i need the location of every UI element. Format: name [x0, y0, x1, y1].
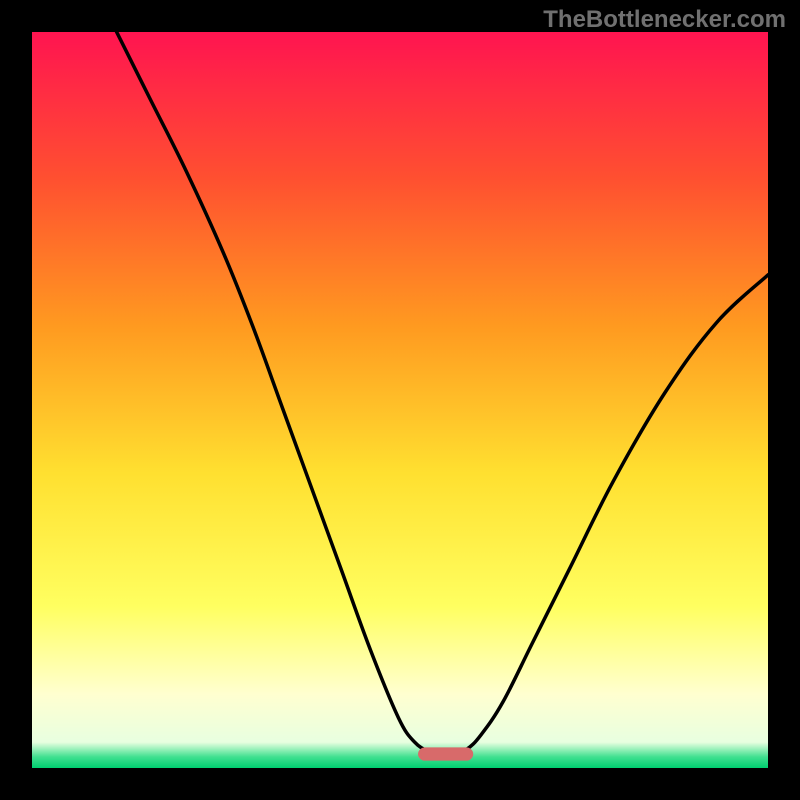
- optimal-marker-pill: [418, 747, 473, 760]
- watermark-text: TheBottlenecker.com: [543, 6, 786, 34]
- bottleneck-chart: [0, 0, 800, 800]
- heatmap-gradient-area: [32, 32, 768, 768]
- chart-container: TheBottlenecker.com: [0, 0, 800, 800]
